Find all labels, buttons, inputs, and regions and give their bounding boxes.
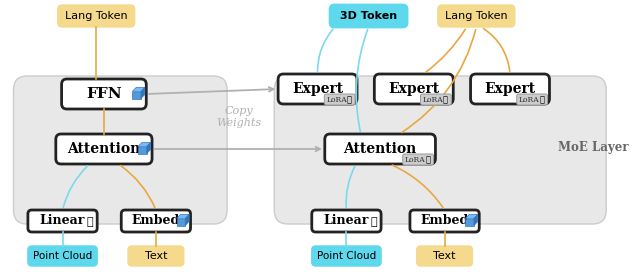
Text: 🔥: 🔥 xyxy=(443,95,448,104)
Polygon shape xyxy=(465,215,478,218)
FancyBboxPatch shape xyxy=(58,5,135,27)
FancyBboxPatch shape xyxy=(138,146,147,153)
FancyArrowPatch shape xyxy=(121,165,155,208)
FancyBboxPatch shape xyxy=(516,94,548,105)
FancyBboxPatch shape xyxy=(324,134,435,164)
Polygon shape xyxy=(141,88,145,98)
Text: Expert: Expert xyxy=(484,82,536,96)
FancyArrowPatch shape xyxy=(317,29,333,71)
FancyBboxPatch shape xyxy=(438,5,515,27)
FancyArrowPatch shape xyxy=(346,167,355,207)
Text: MoE Layer: MoE Layer xyxy=(558,141,628,153)
Text: Lang Token: Lang Token xyxy=(65,11,127,21)
FancyBboxPatch shape xyxy=(330,5,407,27)
Text: 🔥: 🔥 xyxy=(370,217,377,227)
Polygon shape xyxy=(185,215,189,225)
FancyArrowPatch shape xyxy=(155,147,320,151)
FancyBboxPatch shape xyxy=(28,246,97,266)
FancyBboxPatch shape xyxy=(420,94,451,105)
FancyBboxPatch shape xyxy=(312,210,381,232)
FancyArrowPatch shape xyxy=(483,28,509,71)
FancyArrowPatch shape xyxy=(63,166,88,207)
FancyBboxPatch shape xyxy=(278,74,357,104)
Polygon shape xyxy=(138,143,150,146)
FancyBboxPatch shape xyxy=(61,79,147,109)
Text: 🔥: 🔥 xyxy=(86,217,93,227)
Text: Copy
Weights: Copy Weights xyxy=(216,106,261,128)
Text: 🔥: 🔥 xyxy=(425,155,430,164)
FancyBboxPatch shape xyxy=(56,134,152,164)
Text: Embed: Embed xyxy=(420,215,468,227)
Text: FFN: FFN xyxy=(86,87,122,101)
FancyBboxPatch shape xyxy=(121,210,191,232)
Polygon shape xyxy=(132,88,145,92)
FancyBboxPatch shape xyxy=(374,74,453,104)
FancyBboxPatch shape xyxy=(275,76,606,224)
FancyBboxPatch shape xyxy=(177,218,185,225)
FancyBboxPatch shape xyxy=(465,218,474,225)
FancyBboxPatch shape xyxy=(128,246,184,266)
Text: Expert: Expert xyxy=(388,82,439,96)
Text: Lang Token: Lang Token xyxy=(445,11,508,21)
FancyArrowPatch shape xyxy=(392,165,443,208)
FancyBboxPatch shape xyxy=(312,246,381,266)
Text: LoRA: LoRA xyxy=(422,95,444,104)
Polygon shape xyxy=(177,215,189,218)
FancyBboxPatch shape xyxy=(403,154,433,165)
Text: Point Cloud: Point Cloud xyxy=(317,251,376,261)
Text: Point Cloud: Point Cloud xyxy=(33,251,92,261)
Text: Linear: Linear xyxy=(324,215,369,227)
FancyBboxPatch shape xyxy=(324,94,355,105)
FancyBboxPatch shape xyxy=(28,210,97,232)
Text: Text: Text xyxy=(433,251,456,261)
Text: Expert: Expert xyxy=(292,82,343,96)
FancyArrowPatch shape xyxy=(426,29,465,72)
FancyBboxPatch shape xyxy=(470,74,550,104)
Polygon shape xyxy=(474,215,478,225)
Text: 3D Token: 3D Token xyxy=(340,11,397,21)
FancyBboxPatch shape xyxy=(410,210,479,232)
Text: 🔥: 🔥 xyxy=(347,95,352,104)
FancyArrowPatch shape xyxy=(356,30,367,131)
Text: LoRA: LoRA xyxy=(405,155,426,163)
FancyBboxPatch shape xyxy=(132,92,141,98)
Text: Text: Text xyxy=(145,251,167,261)
Text: LoRA: LoRA xyxy=(519,95,540,104)
Text: Attention: Attention xyxy=(67,142,141,156)
Text: 🔥: 🔥 xyxy=(540,95,544,104)
FancyBboxPatch shape xyxy=(417,246,472,266)
FancyArrowPatch shape xyxy=(149,87,273,94)
FancyArrowPatch shape xyxy=(402,30,476,133)
Text: Embed: Embed xyxy=(132,215,180,227)
Text: LoRA: LoRA xyxy=(326,95,347,104)
Text: Attention: Attention xyxy=(344,142,417,156)
Polygon shape xyxy=(147,143,150,153)
FancyBboxPatch shape xyxy=(13,76,227,224)
Text: Linear: Linear xyxy=(40,215,85,227)
